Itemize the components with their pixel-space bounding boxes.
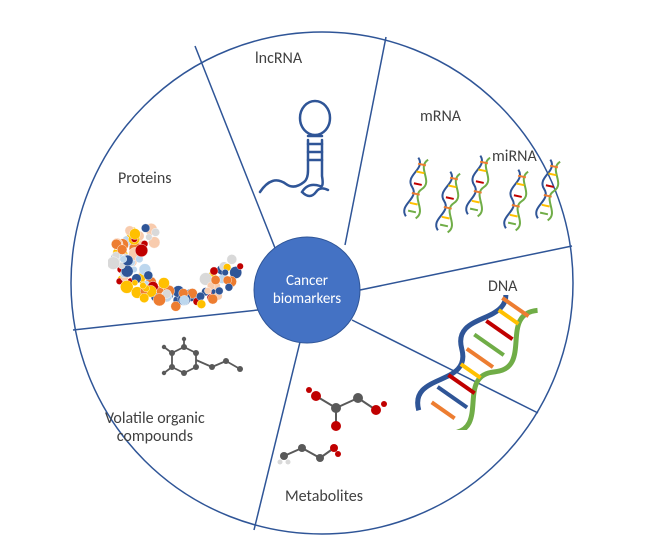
dna-icon	[395, 295, 560, 430]
center-hub-line1: Cancer	[286, 272, 328, 290]
label-lncRNA: lncRNA	[255, 50, 302, 68]
label-DNA: DNA	[488, 278, 517, 296]
label-metabolites: Metabolites	[285, 488, 363, 506]
metabolites-icon	[276, 378, 406, 478]
label-proteins: Proteins	[118, 170, 172, 188]
label-mRNA: mRNA	[420, 108, 461, 126]
center-hub-line2: biomarkers	[273, 290, 341, 308]
label-voc: Volatile organic compounds	[105, 410, 205, 447]
center-hub-label: Cancer biomarkers	[247, 272, 367, 308]
mrna-mirna-icon	[398, 150, 573, 250]
voc-icon	[150, 335, 250, 405]
lncrna-icon	[250, 94, 370, 204]
protein-icon	[108, 202, 253, 312]
